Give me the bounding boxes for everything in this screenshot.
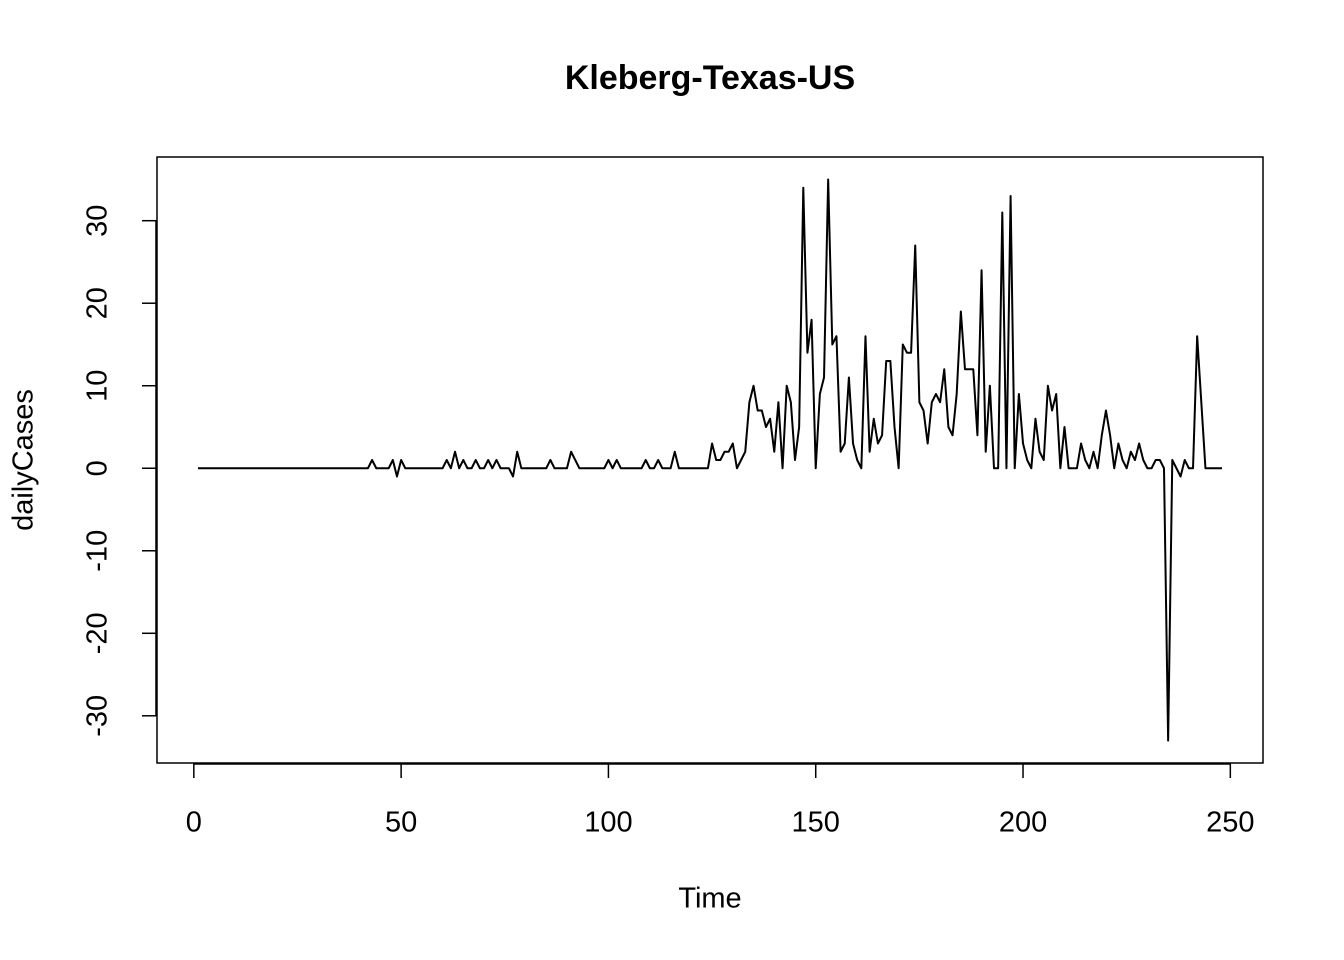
x-tick-label: 250: [1206, 807, 1254, 839]
x-tick-label: 50: [385, 807, 417, 839]
y-tick-label: 0: [82, 460, 114, 476]
y-tick-label: 20: [82, 287, 114, 319]
x-axis-label: Time: [678, 883, 741, 915]
y-tick-label: 10: [82, 370, 114, 402]
plot-frame: [156, 156, 1264, 764]
y-tick-label: -20: [82, 612, 114, 654]
y-tick-label: -10: [82, 530, 114, 572]
data-line: [197, 178, 1223, 742]
x-tick-label: 200: [999, 807, 1047, 839]
y-tick-label: 30: [82, 205, 114, 237]
chart-title: Kleberg-Texas-US: [565, 59, 855, 97]
y-tick-label: -30: [82, 695, 114, 737]
x-tick-label: 150: [792, 807, 840, 839]
x-tick-label: 100: [584, 807, 632, 839]
y-axis-label: dailyCases: [8, 389, 40, 531]
x-tick-label: 0: [186, 807, 202, 839]
